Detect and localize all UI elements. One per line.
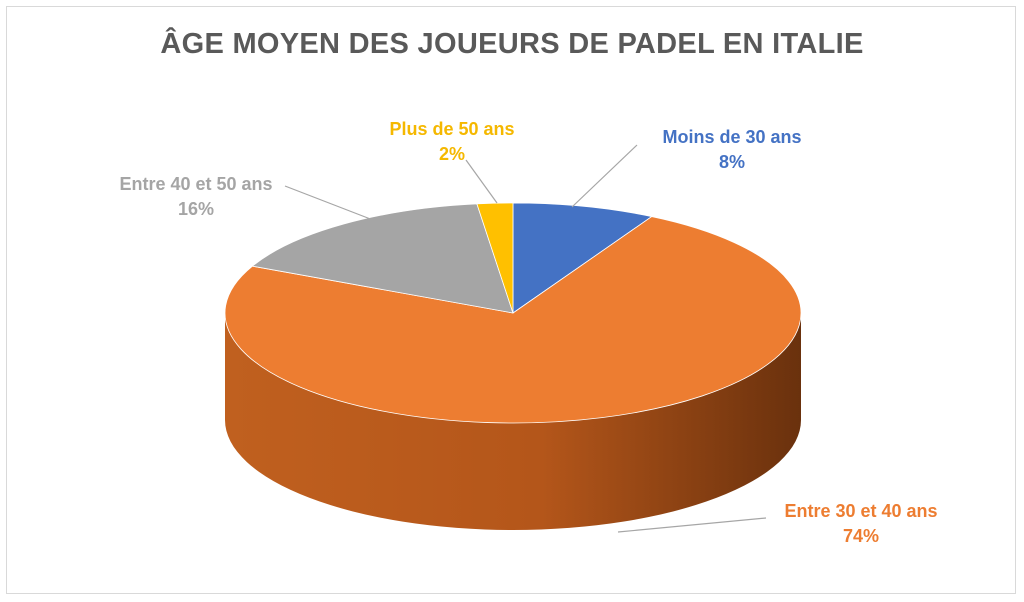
slice-value-label-2: 74% bbox=[843, 526, 879, 546]
leader-line-3 bbox=[284, 185, 374, 221]
pie-slice-2 bbox=[224, 216, 802, 424]
slice-label-4: Plus de 50 ans bbox=[389, 119, 514, 139]
pie-slice-3 bbox=[251, 203, 514, 314]
chart-title: ÂGE MOYEN DES JOUEURS DE PADEL EN ITALIE bbox=[160, 28, 864, 60]
slice-value-label-4: 2% bbox=[439, 144, 465, 164]
leader-line-2 bbox=[617, 517, 767, 533]
slice-label-3: Entre 40 et 50 ans bbox=[119, 174, 272, 194]
slice-label-2: Entre 30 et 40 ans bbox=[784, 501, 937, 521]
pie-slice-4 bbox=[476, 202, 514, 314]
leader-line-1 bbox=[571, 144, 638, 208]
pie-slice-side-2 bbox=[225, 313, 801, 530]
slice-value-label-1: 8% bbox=[719, 152, 745, 172]
slice-value-label-3: 16% bbox=[178, 199, 214, 219]
leader-line-4 bbox=[465, 159, 498, 204]
pie-slice-1 bbox=[512, 202, 653, 314]
slice-label-1: Moins de 30 ans bbox=[662, 127, 801, 147]
